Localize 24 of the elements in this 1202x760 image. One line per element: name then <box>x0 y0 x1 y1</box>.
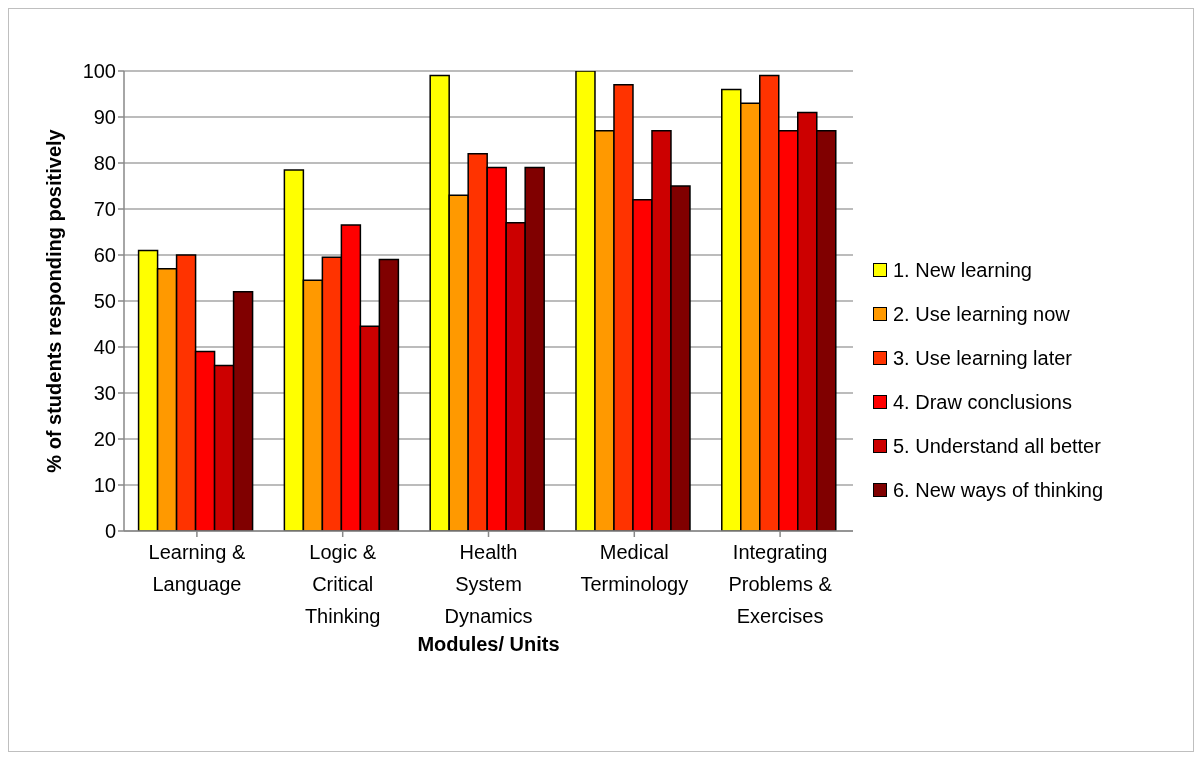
x-tick-label: Integrating Problems & Exercises <box>728 541 833 627</box>
y-tick-label: 100 <box>82 60 116 83</box>
x-tick-label: Learning & Language <box>148 541 246 595</box>
y-tick-label: 50 <box>93 290 116 313</box>
y-tick-label: 60 <box>93 244 116 267</box>
x-tick-label: Logic & Critical Thinking <box>304 541 381 627</box>
y-tick-label: 70 <box>93 198 116 221</box>
legend-label: 4. Draw conclusions <box>893 390 1072 414</box>
y-axis-title: % of students responding positively <box>43 128 66 473</box>
legend-label: 1. New learning <box>893 258 1032 282</box>
y-tick-label: 90 <box>93 106 116 129</box>
legend-label: 2. Use learning now <box>893 302 1070 326</box>
y-tick-label: 30 <box>93 382 116 405</box>
legend-label: 5. Understand all better <box>893 434 1101 458</box>
y-tick-label: 10 <box>93 474 116 497</box>
y-tick-label: 80 <box>93 152 116 175</box>
legend-label: 6. New ways of thinking <box>893 478 1104 502</box>
y-tick-label: 0 <box>104 520 116 543</box>
x-tick-label: Health System Dynamics <box>444 541 533 627</box>
legend-label: 3. Use learning later <box>893 346 1072 370</box>
y-tick-label: 40 <box>93 336 116 359</box>
x-axis-title: Modules/ Units <box>417 633 560 655</box>
y-tick-label: 20 <box>93 428 116 451</box>
x-tick-label: Medical Terminology <box>580 541 689 595</box>
